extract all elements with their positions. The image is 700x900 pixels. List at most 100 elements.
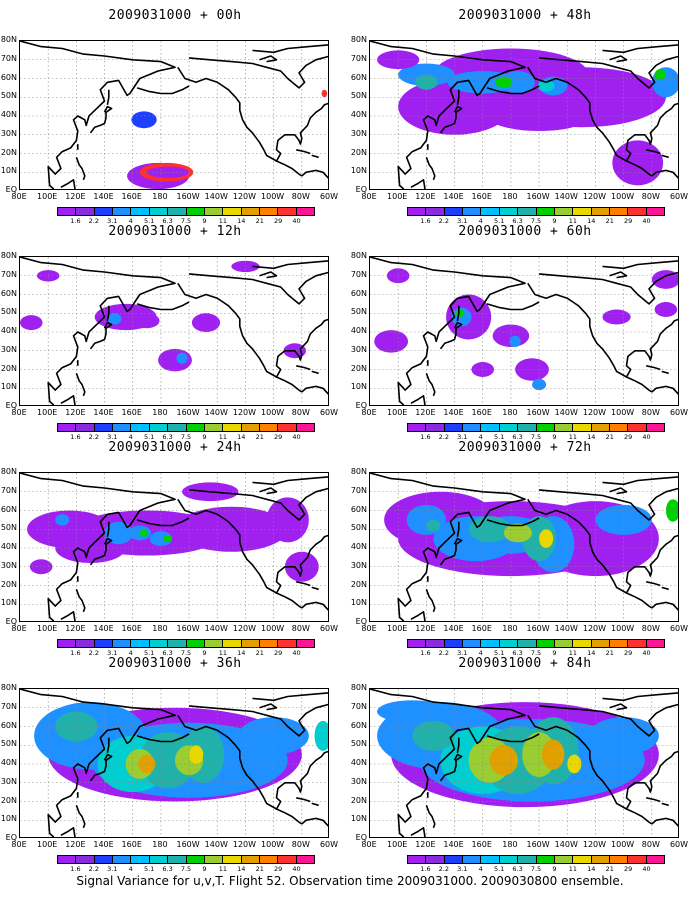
coastline: [136, 517, 190, 527]
color-bar-swatch: [112, 424, 131, 431]
latitude-label: 60N: [0, 288, 17, 298]
color-bar-swatch: [535, 640, 554, 647]
variance-contour: [377, 700, 448, 723]
color-bar-swatch: [258, 208, 278, 215]
coastline: [425, 805, 436, 829]
longitude-label: 100W: [261, 840, 285, 849]
color-bar-swatch: [58, 856, 76, 863]
color-bar-swatch: [112, 640, 131, 647]
map-area: [19, 40, 329, 190]
longitude-label: 100E: [387, 624, 408, 633]
color-bar-swatch: [130, 424, 149, 431]
longitude-label: 120W: [582, 624, 607, 633]
color-bar-label: 5.1: [493, 433, 505, 441]
variance-contour: [149, 531, 173, 547]
color-bar-swatch: [258, 640, 278, 647]
coastline: [602, 44, 678, 54]
color-bar-swatch: [480, 208, 499, 215]
longitude-label: 100W: [261, 192, 285, 201]
longitude-label: 100E: [387, 840, 408, 849]
longitude-label: 140W: [204, 624, 228, 633]
coastline: [410, 611, 426, 621]
color-bar-swatch: [462, 424, 481, 431]
coastline: [177, 498, 303, 609]
latitude-label: 40N: [0, 326, 17, 335]
longitude-label: 100W: [261, 408, 285, 417]
color-bar-swatch: [425, 856, 444, 863]
variance-contour: [602, 309, 631, 325]
color-bar-label: 21: [255, 433, 264, 441]
coastline: [136, 733, 190, 743]
color-bar-swatch: [258, 856, 278, 863]
variance-contour: [134, 313, 160, 329]
coastline: [425, 157, 436, 181]
longitude-label: 180: [502, 624, 518, 633]
color-bar-label: 1.6: [420, 649, 431, 657]
latitude-label: 20N: [350, 363, 367, 373]
color-bar-label: 40: [292, 217, 301, 225]
latitude-label: 60N: [0, 720, 17, 730]
coastline: [439, 537, 463, 566]
longitude-label: 80W: [291, 840, 310, 849]
color-bar-swatch: [645, 640, 665, 647]
map-panel: 2009031000 + 84h 80N 70N 60N 50N 40N 30N 20N 10N…: [350, 648, 700, 873]
color-bar-swatch: [517, 640, 536, 647]
longitude-label: 120W: [232, 840, 257, 849]
color-bar-swatch: [462, 208, 481, 215]
variance-contour: [176, 352, 188, 364]
longitude-label: 180: [152, 624, 168, 633]
latitude-label: 10N: [0, 166, 17, 176]
color-bar-label: 2.2: [438, 649, 450, 657]
coastline: [661, 586, 669, 591]
coastline: [252, 692, 328, 702]
color-bar-label: 7.5: [180, 217, 192, 225]
longitude-label: 120E: [65, 192, 86, 201]
coastline: [602, 260, 678, 270]
longitude-label: 160W: [526, 624, 550, 633]
color-bar-swatch: [203, 640, 223, 647]
color-bar-swatch: [277, 424, 296, 431]
longitude-label: 80E: [361, 624, 377, 633]
coastline: [661, 154, 669, 159]
longitude-label: 120W: [232, 192, 257, 201]
color-bar-label: 11: [568, 217, 577, 225]
color-bar-label: 40: [292, 649, 301, 657]
color-bar-label: 3.1: [107, 433, 118, 441]
map-plot: [20, 473, 328, 621]
coastline: [259, 703, 278, 711]
longitude-label: 80W: [641, 192, 660, 201]
longitude-label: 100W: [261, 624, 285, 633]
latitude-label: 40N: [0, 542, 17, 551]
latitude-label: 50N: [0, 523, 17, 533]
color-bar-label: 9: [202, 217, 207, 225]
variance-contour: [654, 302, 678, 317]
coastline: [177, 282, 303, 393]
coastline: [259, 55, 278, 63]
color-bar-label: 9: [552, 217, 557, 225]
color-bar-label: 14: [587, 217, 596, 225]
longitude-label: 120W: [582, 192, 607, 201]
color-bar-label: 1.6: [420, 217, 431, 225]
coastline: [136, 301, 190, 311]
map-panel: 2009031000 + 00h 80N 70N 60N 50N 40N 30N 20N 10N…: [0, 0, 350, 225]
color-bar-swatch: [408, 856, 426, 863]
latitude-label: 30N: [350, 344, 367, 354]
longitude-label: 140E: [93, 840, 114, 849]
variance-contour: [426, 519, 441, 532]
latitude-label: EQ: [355, 833, 367, 842]
coastline: [486, 733, 540, 743]
latitude-label: 20N: [0, 795, 17, 805]
color-bar-swatch: [93, 856, 113, 863]
color-bar-swatch: [295, 640, 315, 647]
longitude-label: 160E: [471, 192, 492, 201]
coastline: [301, 601, 328, 611]
variance-contour: [537, 80, 555, 92]
color-bar-label: 9: [552, 433, 557, 441]
color-bar-label: 3.1: [107, 217, 118, 225]
color-bar-label: 2.2: [438, 217, 450, 225]
color-bar-swatch: [203, 856, 223, 863]
color-bar-label: 5.1: [493, 649, 505, 657]
variance-contour: [489, 745, 518, 776]
variance-contour: [284, 551, 319, 582]
variance-contour: [139, 732, 197, 789]
